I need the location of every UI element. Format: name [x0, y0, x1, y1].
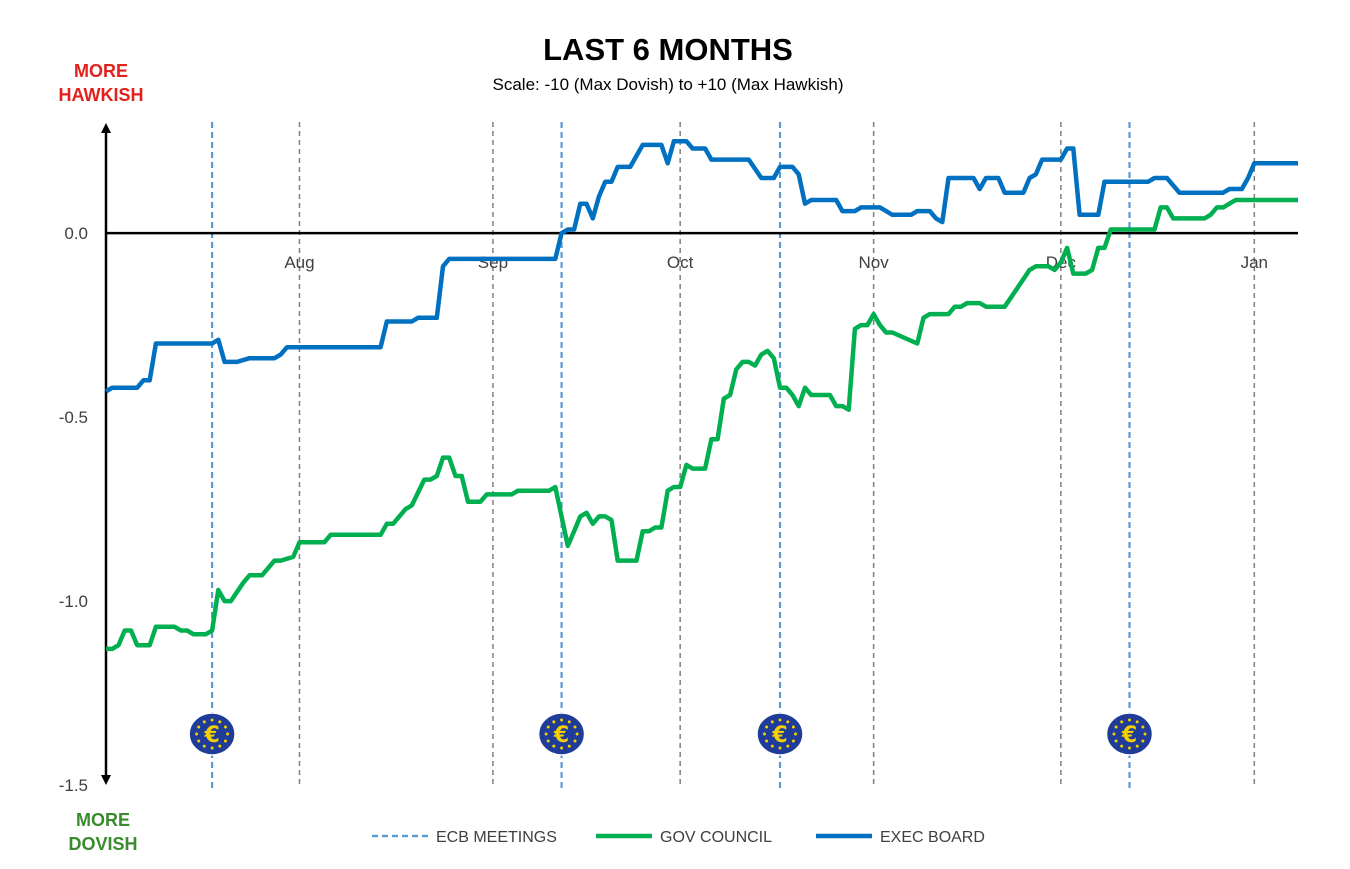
ecb-logo-star: [573, 739, 577, 743]
ecb-logo-star: [1128, 746, 1131, 750]
y-tick-label: -1.5: [59, 776, 88, 795]
ecb-logo-star: [1114, 739, 1118, 743]
euro-symbol-icon: €: [553, 723, 569, 748]
ecb-logo-disc: [1105, 712, 1154, 756]
x-tick-labels: Aug Sep Oct Nov Dec Jan: [284, 253, 1268, 272]
ecb-logo-star: [197, 739, 201, 743]
ecb-logo-disc: [756, 712, 804, 756]
x-tick-label: Aug: [284, 253, 314, 272]
x-tick-label: Sep: [478, 253, 508, 272]
ecb-logo-star: [202, 744, 206, 748]
ecb-logo-star: [218, 720, 222, 724]
legend-label-exec-board: EXEC BOARD: [880, 829, 985, 846]
x-tick-label: Nov: [859, 253, 890, 272]
more-hawkish-label-line1: MORE: [74, 61, 128, 81]
ecb-logo-star: [224, 739, 227, 743]
ecb-logo-star: [560, 746, 564, 750]
ecb-logo-star: [197, 725, 201, 729]
ecb-logo-star: [1141, 725, 1145, 729]
more-dovish-label-line1: MORE: [76, 810, 130, 830]
ecb-logo-star: [210, 718, 214, 722]
ecb-logo-star: [573, 725, 577, 729]
ecb-logo-star: [226, 732, 230, 736]
ecb-logo-star: [778, 746, 782, 750]
ecb-logo-star: [786, 720, 790, 724]
ecb-logo-star: [765, 725, 769, 729]
ecb-euro-logo-icon: €: [756, 712, 804, 756]
ecb-logo-star: [1135, 720, 1139, 724]
ecb-logo-star: [224, 725, 227, 729]
ecb-logo-star: [791, 739, 795, 743]
ecb-logo-star: [1141, 739, 1145, 743]
ecb-logo-disc: [188, 712, 236, 756]
ecb-euro-logo-icon: €: [188, 712, 236, 756]
series-exec-board-line: [104, 138, 1298, 394]
ecb-logo-star: [195, 732, 199, 736]
ecb-logo-star: [546, 739, 550, 743]
ecb-logo-star: [770, 744, 774, 748]
euro-symbol-icon: €: [771, 723, 787, 748]
month-gridlines: [298, 122, 1256, 788]
ecb-logo-star: [575, 732, 579, 736]
x-tick-label: Oct: [667, 253, 694, 272]
ecb-logo-star: [552, 720, 556, 724]
ecb-logo-star: [1143, 732, 1147, 736]
y-tick-label: -0.5: [59, 408, 88, 427]
ecb-logo-star: [210, 746, 214, 750]
ecb-logo-star: [794, 732, 797, 736]
ecb-logo-star: [1128, 718, 1131, 722]
ecb-logo-star: [567, 744, 571, 748]
chart-subtitle: Scale: -10 (Max Dovish) to +10 (Max Hawk…: [493, 75, 844, 94]
ecb-logo-star: [560, 718, 564, 722]
ecb-logo-star: [765, 739, 769, 743]
ecb-logo-star: [202, 720, 206, 724]
ecb-logo-star: [1112, 732, 1116, 736]
ecb-logo-star: [791, 725, 795, 729]
ecb-euro-logo-icon: €: [1105, 712, 1154, 756]
ecb-logo-star: [770, 720, 774, 724]
chart-title: LAST 6 MONTHS: [543, 32, 793, 67]
ecb-meeting-icons: € € € €: [188, 712, 1154, 756]
euro-symbol-icon: €: [203, 723, 219, 748]
ecb-logo-star: [567, 720, 571, 724]
ecb-logo-star: [544, 732, 548, 736]
euro-symbol-icon: €: [1121, 723, 1137, 748]
more-hawkish-label-line2: HAWKISH: [59, 85, 144, 105]
series-gov-council-line: [106, 197, 1298, 652]
ecb-euro-logo-icon: €: [537, 712, 586, 756]
y-tick-label: 0.0: [64, 224, 88, 243]
x-tick-label: Jan: [1241, 253, 1268, 272]
ecb-logo-star: [1135, 744, 1139, 748]
more-dovish-label-line2: DOVISH: [68, 834, 137, 854]
ecb-logo-star: [552, 744, 556, 748]
ecb-meeting-lines: [210, 122, 1131, 788]
ecb-logo-star: [218, 744, 222, 748]
ecb-logo-star: [763, 732, 766, 736]
ecb-logo-star: [1114, 725, 1118, 729]
ecb-logo-star: [1120, 720, 1124, 724]
legend-label-gov-council: GOV COUNCIL: [660, 829, 772, 846]
y-tick-label: -1.0: [59, 592, 88, 611]
legend-label-ecb-meetings: ECB MEETINGS: [436, 829, 557, 846]
ecb-logo-disc: [537, 712, 586, 756]
ecb-logo-star: [1120, 744, 1124, 748]
legend: ECB MEETINGS GOV COUNCIL EXEC BOARD: [372, 829, 985, 846]
y-tick-labels: 0.0 -0.5 -1.0 -1.5: [59, 224, 88, 795]
ecb-logo-star: [786, 744, 790, 748]
ecb-logo-star: [546, 725, 550, 729]
ecb-logo-star: [778, 718, 782, 722]
